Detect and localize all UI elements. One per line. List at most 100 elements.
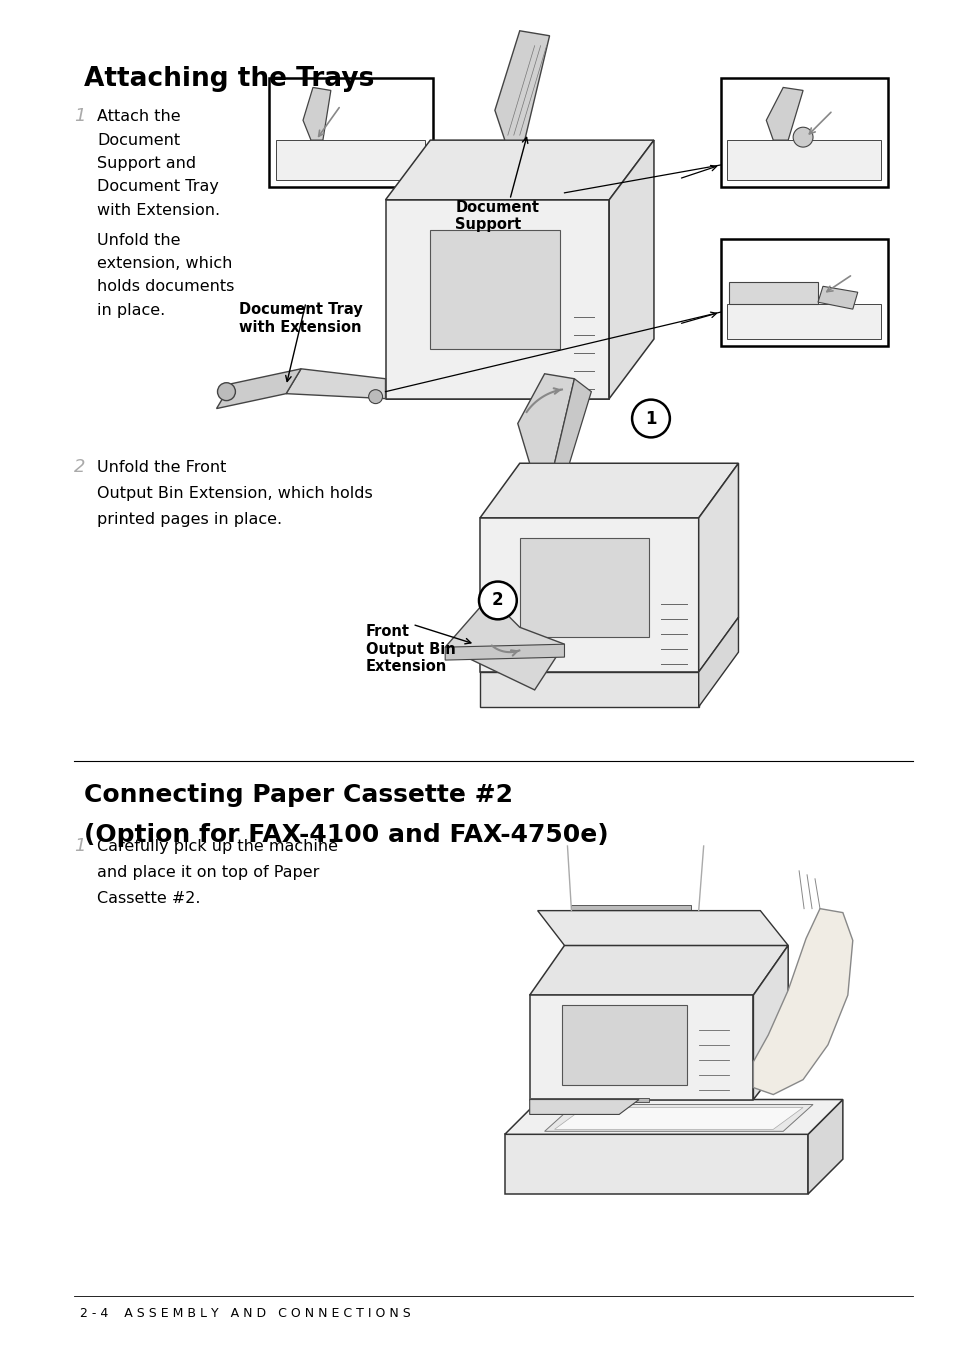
Bar	[476, 274, 500, 291]
Text: Document
Support: Document Support	[455, 200, 538, 233]
Bar	[529, 554, 564, 575]
Polygon shape	[519, 538, 648, 637]
Polygon shape	[495, 31, 549, 141]
Text: Output Bin Extension, which holds: Output Bin Extension, which holds	[97, 487, 373, 502]
Bar	[514, 300, 538, 316]
Bar	[385, 387, 609, 399]
Circle shape	[792, 127, 812, 147]
Text: and place it on top of Paper: and place it on top of Paper	[97, 865, 319, 880]
Polygon shape	[554, 379, 591, 464]
Polygon shape	[698, 464, 738, 672]
Bar	[476, 249, 500, 265]
Bar	[623, 1037, 661, 1053]
Polygon shape	[554, 1107, 802, 1129]
Polygon shape	[698, 618, 738, 707]
Circle shape	[368, 389, 382, 404]
Bar	[720, 77, 886, 187]
Bar	[720, 238, 886, 346]
Polygon shape	[430, 230, 558, 349]
Text: (Option for FAX-4100 and FAX-4750e): (Option for FAX-4100 and FAX-4750e)	[84, 823, 608, 848]
Text: 2: 2	[492, 591, 503, 610]
Polygon shape	[517, 373, 574, 464]
Polygon shape	[385, 200, 609, 399]
Bar	[623, 1061, 661, 1078]
Bar	[623, 1013, 661, 1030]
Text: Front
Output Bin
Extension: Front Output Bin Extension	[365, 625, 455, 675]
Text: Document Tray
with Extension: Document Tray with Extension	[239, 303, 363, 334]
Polygon shape	[561, 1005, 686, 1084]
Bar	[476, 326, 500, 342]
Bar	[726, 304, 880, 339]
Bar	[569, 1013, 607, 1030]
Text: Carefully pick up the machine: Carefully pick up the machine	[97, 840, 338, 854]
Bar	[529, 583, 564, 603]
Polygon shape	[445, 607, 564, 690]
Text: in place.: in place.	[97, 303, 165, 318]
Circle shape	[632, 400, 669, 438]
Text: 1: 1	[74, 837, 86, 854]
Polygon shape	[385, 141, 653, 200]
Bar	[519, 521, 648, 535]
Polygon shape	[817, 287, 857, 310]
Polygon shape	[303, 88, 331, 141]
Polygon shape	[728, 283, 817, 304]
Bar	[561, 998, 686, 1002]
Bar	[275, 141, 425, 180]
Bar	[437, 249, 462, 265]
Polygon shape	[537, 911, 787, 945]
Text: Support and: Support and	[97, 155, 196, 172]
Bar	[584, 554, 618, 575]
Polygon shape	[286, 369, 385, 399]
Circle shape	[478, 581, 517, 619]
Polygon shape	[479, 518, 698, 672]
Bar	[514, 249, 538, 265]
Polygon shape	[529, 1098, 648, 1102]
Circle shape	[217, 383, 235, 400]
Bar	[569, 1037, 607, 1053]
Polygon shape	[479, 672, 698, 707]
Text: 2: 2	[74, 458, 86, 476]
Polygon shape	[529, 945, 787, 995]
Text: Connecting Paper Cassette #2: Connecting Paper Cassette #2	[84, 783, 513, 807]
Bar	[514, 274, 538, 291]
Polygon shape	[445, 644, 564, 660]
Bar	[514, 326, 538, 342]
Bar	[569, 230, 597, 274]
Text: Unfold the Front: Unfold the Front	[97, 460, 227, 476]
Text: printed pages in place.: printed pages in place.	[97, 512, 282, 527]
Text: Unfold the: Unfold the	[97, 233, 180, 247]
Polygon shape	[504, 1134, 807, 1194]
Text: Cassette #2.: Cassette #2.	[97, 891, 200, 906]
Bar	[476, 300, 500, 316]
Text: Document Tray: Document Tray	[97, 180, 219, 195]
Bar	[437, 326, 462, 342]
Text: Attaching the Trays: Attaching the Trays	[84, 66, 375, 92]
Polygon shape	[807, 1099, 841, 1194]
Polygon shape	[479, 464, 738, 518]
Bar	[569, 1061, 607, 1078]
Text: 1: 1	[644, 410, 656, 427]
Polygon shape	[753, 909, 852, 1095]
Text: Document: Document	[97, 132, 180, 147]
Polygon shape	[529, 995, 753, 1099]
Bar	[571, 904, 690, 913]
Text: 1: 1	[74, 107, 86, 126]
Text: Attach the: Attach the	[97, 110, 181, 124]
Bar	[269, 77, 433, 187]
Polygon shape	[753, 945, 787, 1099]
Polygon shape	[609, 141, 653, 399]
Text: 2 - 4    A S S E M B L Y   A N D   C O N N E C T I O N S: 2 - 4 A S S E M B L Y A N D C O N N E C …	[80, 1307, 411, 1320]
Bar	[430, 207, 558, 224]
Bar	[584, 610, 618, 630]
Polygon shape	[529, 1099, 639, 1114]
Polygon shape	[765, 88, 802, 141]
Text: holds documents: holds documents	[97, 280, 234, 295]
Polygon shape	[544, 1105, 812, 1132]
Text: with Extension.: with Extension.	[97, 203, 220, 218]
Bar	[726, 141, 880, 180]
Polygon shape	[216, 369, 301, 408]
Text: extension, which: extension, which	[97, 256, 233, 270]
Bar	[569, 284, 597, 319]
Bar	[529, 610, 564, 630]
Bar	[437, 300, 462, 316]
